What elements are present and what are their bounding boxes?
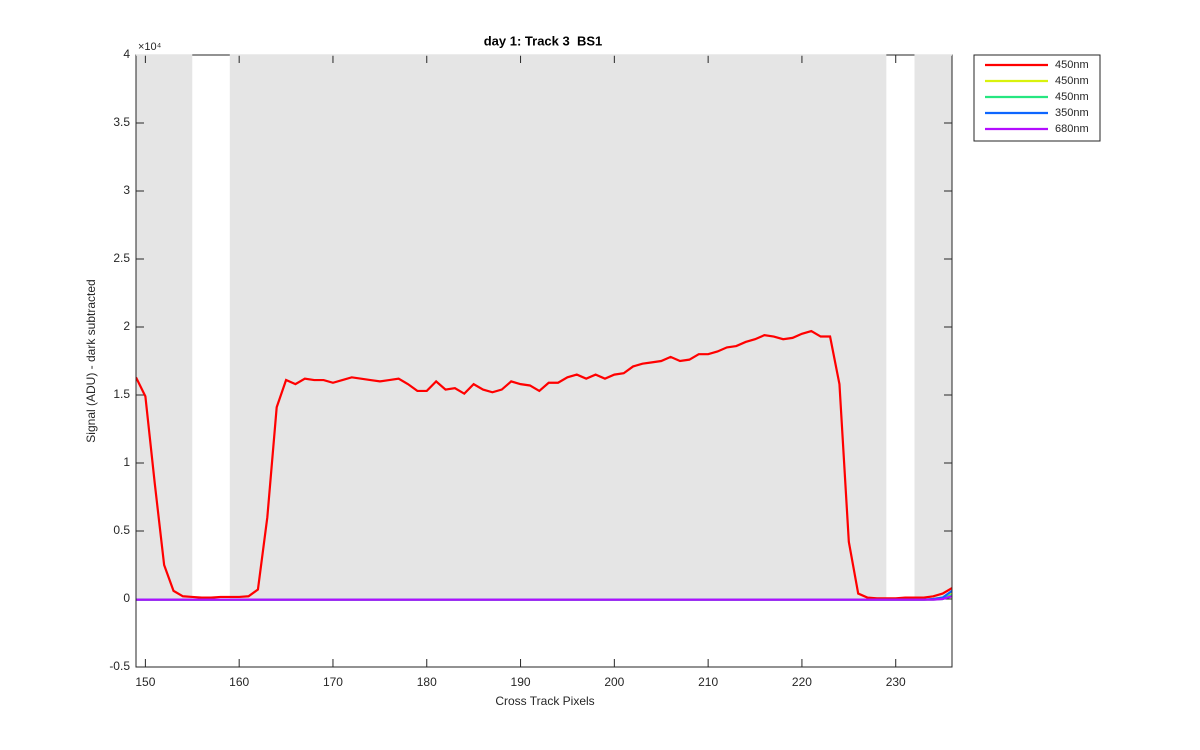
x-tick-label: 190 (511, 675, 531, 689)
y-tick-label: 3.5 (113, 115, 130, 129)
series-line (136, 329, 952, 600)
plot-lines (136, 329, 952, 601)
y-tick-label: 1 (123, 455, 130, 469)
y-tick-label: 4 (123, 47, 130, 61)
y-tick-label: 1.5 (113, 387, 130, 401)
legend-label: 680nm (1055, 123, 1089, 135)
x-tick-label: 150 (135, 675, 155, 689)
legend-label: 450nm (1055, 75, 1089, 87)
legend-label: 450nm (1055, 59, 1089, 71)
y-tick-label: 0.5 (113, 523, 130, 537)
y-axis-label: Signal (ADU) - dark subtracted (84, 279, 98, 442)
shaded-region (229, 55, 887, 599)
x-tick-label: 230 (886, 675, 906, 689)
y-tick-label: 2 (123, 319, 130, 333)
x-tick-label: 210 (698, 675, 718, 689)
y-tick-label: 3 (123, 183, 130, 197)
x-tick-label: 160 (229, 675, 249, 689)
x-tick-label: 220 (792, 675, 812, 689)
series-line (136, 595, 952, 601)
y-tick-label: -0.5 (109, 659, 130, 673)
legend-label: 350nm (1055, 107, 1089, 119)
shaded-region (136, 55, 193, 599)
x-axis-label: Cross Track Pixels (495, 694, 594, 708)
x-tick-label: 200 (604, 675, 624, 689)
chart-title: day 1: Track 3 BS1 (484, 33, 603, 48)
y-tick-label: 2.5 (113, 251, 130, 265)
x-tick-label: 180 (417, 675, 437, 689)
legend-label: 450nm (1055, 91, 1089, 103)
x-tick-label: 170 (323, 675, 343, 689)
y-exponent: ×10⁴ (138, 41, 162, 53)
y-tick-label: 0 (123, 591, 130, 605)
